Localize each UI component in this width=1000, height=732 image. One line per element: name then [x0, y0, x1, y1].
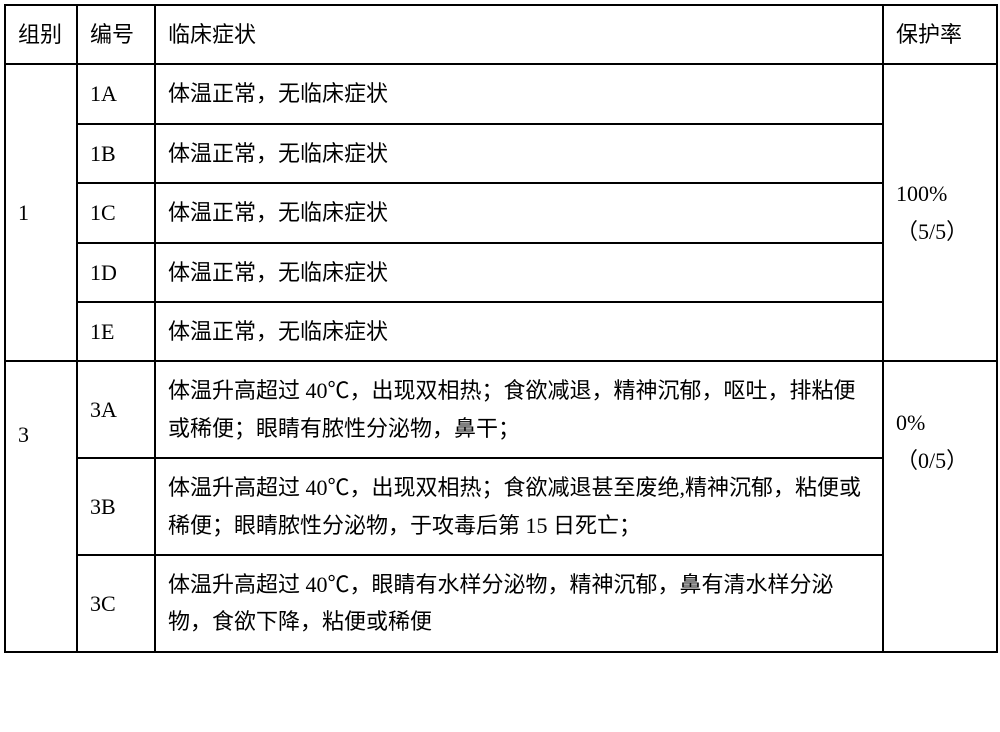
id-cell: 3A — [77, 361, 155, 458]
table-row: 1E 体温正常，无临床症状 — [5, 302, 997, 361]
header-protection-rate: 保护率 — [883, 5, 997, 64]
id-cell: 1A — [77, 64, 155, 123]
id-cell: 1E — [77, 302, 155, 361]
table-row: 3 3A 体温升高超过 40℃，出现双相热；食欲减退，精神沉郁，呕吐，排粘便或稀… — [5, 361, 997, 458]
symptom-cell: 体温升高超过 40℃，出现双相热；食欲减退，精神沉郁，呕吐，排粘便或稀便；眼睛有… — [155, 361, 883, 458]
id-cell: 3B — [77, 458, 155, 555]
id-cell: 1B — [77, 124, 155, 183]
symptom-cell: 体温正常，无临床症状 — [155, 64, 883, 123]
table-row: 1D 体温正常，无临床症状 — [5, 243, 997, 302]
protection-rate-cell: 0% （0/5） — [883, 361, 997, 651]
table-row: 1 1A 体温正常，无临床症状 100% （5/5） — [5, 64, 997, 123]
header-group: 组别 — [5, 5, 77, 64]
symptom-cell: 体温正常，无临床症状 — [155, 183, 883, 242]
id-cell: 3C — [77, 555, 155, 652]
symptom-cell: 体温正常，无临床症状 — [155, 302, 883, 361]
symptom-cell: 体温正常，无临床症状 — [155, 243, 883, 302]
header-id: 编号 — [77, 5, 155, 64]
table-row: 1C 体温正常，无临床症状 — [5, 183, 997, 242]
symptom-cell: 体温正常，无临床症状 — [155, 124, 883, 183]
symptom-cell: 体温升高超过 40℃，眼睛有水样分泌物，精神沉郁，鼻有清水样分泌物，食欲下降，粘… — [155, 555, 883, 652]
protection-rate-cell: 100% （5/5） — [883, 64, 997, 361]
clinical-symptoms-table: 组别 编号 临床症状 保护率 1 1A 体温正常，无临床症状 100% （5/5… — [4, 4, 998, 653]
group-cell: 1 — [5, 64, 77, 361]
table-body: 1 1A 体温正常，无临床症状 100% （5/5） 1B 体温正常，无临床症状… — [5, 64, 997, 651]
symptom-cell: 体温升高超过 40℃，出现双相热；食欲减退甚至废绝,精神沉郁，粘便或稀便；眼睛脓… — [155, 458, 883, 555]
id-cell: 1D — [77, 243, 155, 302]
table-row: 3C 体温升高超过 40℃，眼睛有水样分泌物，精神沉郁，鼻有清水样分泌物，食欲下… — [5, 555, 997, 652]
table-row: 3B 体温升高超过 40℃，出现双相热；食欲减退甚至废绝,精神沉郁，粘便或稀便；… — [5, 458, 997, 555]
group-cell: 3 — [5, 361, 77, 651]
table-row: 1B 体温正常，无临床症状 — [5, 124, 997, 183]
table-header-row: 组别 编号 临床症状 保护率 — [5, 5, 997, 64]
header-symptoms: 临床症状 — [155, 5, 883, 64]
id-cell: 1C — [77, 183, 155, 242]
